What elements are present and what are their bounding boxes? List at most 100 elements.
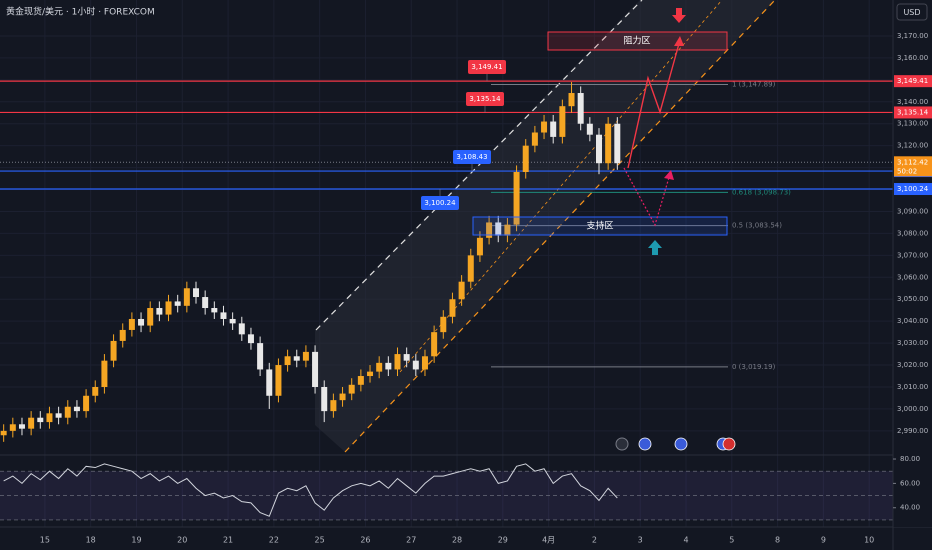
current-price-tag [894, 156, 932, 177]
candle-body [385, 362, 392, 370]
x-tick-label: 3 [638, 536, 643, 545]
x-tick-label: 26 [360, 536, 370, 545]
candle-body [440, 316, 447, 333]
candle-body [128, 318, 135, 330]
event-icon[interactable] [722, 437, 736, 451]
level-tag-label: 3,108.43 [456, 153, 487, 161]
candle-body [101, 360, 108, 387]
level-tag [466, 92, 504, 106]
currency[interactable]: USD [903, 8, 920, 17]
candle-body [394, 354, 401, 370]
price-tag [894, 75, 932, 88]
candle-body [339, 393, 346, 401]
fib-label: 0.618 (3,098.73) [732, 188, 791, 196]
candle-body [312, 351, 319, 387]
event-icon[interactable] [615, 437, 629, 451]
x-tick-label: 18 [86, 536, 96, 545]
channel-upper [315, 0, 643, 331]
y-tick-label: 3,120.00 [897, 142, 928, 150]
candle-body [421, 356, 428, 370]
x-tick-label: 9 [821, 536, 826, 545]
y-tick-label: 3,000.00 [897, 405, 928, 413]
candle-body [147, 308, 154, 326]
x-tick-label: 8 [775, 536, 780, 545]
resistance-label: 阻力区 [623, 35, 650, 47]
candle-body [0, 430, 7, 436]
candle-body [595, 134, 602, 164]
level-tag-label: 3,100.24 [424, 199, 456, 207]
y-tick-label: 3,040.00 [897, 317, 928, 325]
candle-body [559, 106, 566, 137]
candle-body [476, 237, 483, 256]
chart-title: 黄金现货/美元 · 1小时 · FOREXCOM [6, 6, 155, 18]
arrow-head [674, 36, 684, 46]
candle-body [55, 413, 62, 418]
candle-body [367, 371, 374, 377]
rsi-tick-label: 80.00 [900, 455, 920, 463]
y-tick-label: 3,170.00 [897, 32, 928, 40]
down-arrow [672, 15, 686, 23]
candle-body [110, 340, 117, 361]
candle-body [376, 362, 383, 372]
candle-body [357, 376, 364, 385]
x-tick-label: 25 [315, 536, 325, 545]
x-tick-label: 27 [406, 536, 416, 545]
y-tick-label: 3,130.00 [897, 120, 928, 128]
candle-body [119, 329, 126, 341]
price-tag [894, 183, 932, 196]
candle-body [64, 406, 71, 418]
x-tick-label: 4月 [542, 536, 555, 545]
y-tick-label: 2,990.00 [897, 427, 928, 435]
candle-body [37, 417, 44, 423]
candle-body [467, 255, 474, 282]
candle-body [541, 121, 548, 133]
y-tick-label: 3,070.00 [897, 251, 928, 259]
candle-body [449, 299, 456, 317]
candle-body [202, 297, 209, 309]
x-tick-label: 2 [592, 536, 597, 545]
candle-body [458, 281, 465, 300]
candle-body [229, 318, 236, 324]
arrow-head [664, 170, 674, 180]
candle-body [9, 424, 16, 431]
event-icon[interactable] [638, 437, 652, 451]
candle-body [284, 356, 291, 366]
y-tick-label: 3,080.00 [897, 229, 928, 237]
down-arrow [676, 8, 682, 16]
candle-body [302, 351, 309, 361]
y-tick-label: 3,030.00 [897, 339, 928, 347]
candle-body [403, 354, 410, 361]
level-tag [453, 150, 491, 164]
candle-body [293, 356, 300, 361]
channel-mid [399, 0, 723, 373]
candle-body [165, 301, 172, 315]
candle-body [73, 406, 80, 412]
y-tick-label: 3,060.00 [897, 273, 928, 281]
candle-body [174, 301, 181, 306]
candle-body [193, 288, 200, 298]
candle-body [348, 384, 355, 394]
rsi-pane [0, 463, 893, 521]
candle-body [28, 417, 35, 429]
x-tick-label: 19 [131, 536, 141, 545]
candle-body [431, 332, 438, 357]
candle-body [486, 222, 493, 238]
x-tick-label: 15 [40, 536, 50, 545]
y-tick-label: 3,010.00 [897, 383, 928, 391]
candle-body [321, 386, 328, 412]
candle-body [220, 312, 227, 319]
currency-button[interactable] [896, 3, 928, 21]
candle-body [568, 93, 575, 107]
x-tick-label: 4 [683, 536, 688, 545]
price-tag-label: 3,149.41 [897, 77, 928, 85]
candle-body [138, 318, 145, 326]
candle-body [577, 93, 584, 124]
level-tag [421, 196, 459, 210]
up-arrow [652, 248, 658, 255]
price-tag-label: 3,135.14 [897, 108, 929, 116]
price-tag-label: 3,100.24 [897, 185, 929, 193]
event-icon[interactable] [674, 437, 688, 451]
candle-body [83, 395, 90, 412]
x-tick-label: 5 [729, 536, 734, 545]
x-tick-label: 28 [452, 536, 462, 545]
